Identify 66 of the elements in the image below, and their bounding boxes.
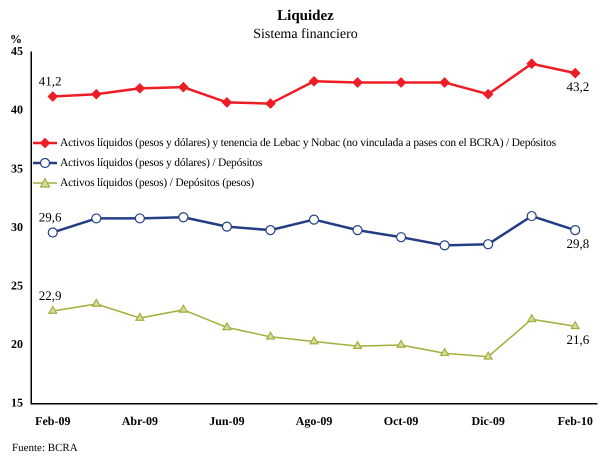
point bbox=[135, 312, 144, 321]
point bbox=[440, 348, 450, 356]
point bbox=[483, 239, 494, 250]
x-tick-label: Feb-10 bbox=[558, 414, 593, 428]
point bbox=[310, 336, 318, 344]
x-tick-label: Dic-09 bbox=[471, 414, 505, 428]
legend-label: Activos líquidos (pesos) / Depósitos (pesos) bbox=[60, 176, 254, 189]
data-label: 29,6 bbox=[38, 209, 62, 224]
y-tick-label: 45 bbox=[11, 44, 23, 58]
point bbox=[222, 222, 232, 232]
point bbox=[134, 213, 145, 224]
point bbox=[396, 340, 406, 348]
point bbox=[91, 89, 102, 100]
point bbox=[526, 58, 537, 69]
point bbox=[353, 341, 362, 350]
point bbox=[222, 97, 232, 108]
chart-subtitle: Sistema financiero bbox=[253, 27, 358, 42]
chart-title: Liquidez bbox=[276, 8, 335, 25]
y-tick-label: 40 bbox=[11, 102, 23, 117]
y-tick-label: 15 bbox=[11, 396, 23, 410]
y-tick-label: 20 bbox=[11, 337, 23, 352]
point bbox=[526, 210, 537, 222]
data-label: 43,2 bbox=[566, 79, 590, 94]
point bbox=[222, 322, 232, 330]
data-label: 21,6 bbox=[566, 332, 590, 348]
point bbox=[570, 225, 580, 236]
y-tick-label: 30 bbox=[11, 220, 23, 234]
x-tick-label: Ago-09 bbox=[296, 414, 332, 428]
y-tick-label: 35 bbox=[11, 161, 23, 176]
point bbox=[308, 214, 320, 225]
point bbox=[178, 212, 188, 222]
point bbox=[440, 77, 450, 88]
point bbox=[308, 76, 320, 86]
point bbox=[570, 321, 580, 330]
legend-label: Activos líquidos (pesos y dólares) / Depósitos bbox=[60, 156, 262, 169]
point bbox=[265, 225, 276, 236]
legend-label: Activos líquidos (pesos y dólares) y tenencia de Lebac y Nobac (no vinculada a pases con el BCRA) / Depósitos bbox=[60, 136, 556, 149]
point bbox=[48, 91, 58, 102]
point bbox=[483, 89, 494, 100]
point bbox=[396, 77, 406, 88]
point bbox=[570, 68, 580, 78]
point bbox=[440, 240, 450, 250]
point bbox=[91, 213, 102, 224]
point bbox=[48, 306, 58, 314]
point bbox=[48, 227, 58, 238]
point bbox=[265, 98, 276, 109]
point bbox=[352, 77, 363, 88]
x-tick-label: Abr-09 bbox=[122, 414, 158, 428]
point bbox=[92, 298, 101, 307]
point bbox=[527, 314, 536, 322]
source-note: Fuente: BCRA bbox=[12, 442, 78, 454]
point bbox=[396, 232, 406, 242]
y-axis-title: % bbox=[10, 32, 22, 47]
point bbox=[134, 83, 145, 94]
y-tick-label: 25 bbox=[11, 278, 23, 292]
point bbox=[178, 304, 188, 313]
point bbox=[484, 352, 493, 360]
data-label: 29,8 bbox=[566, 236, 590, 252]
data-label: 22,9 bbox=[38, 288, 62, 303]
x-tick-label: Oct-09 bbox=[384, 414, 418, 428]
x-tick-label: Jun-09 bbox=[209, 414, 245, 428]
data-label: 41,2 bbox=[38, 73, 62, 88]
point bbox=[178, 82, 188, 92]
x-tick-label: Feb-09 bbox=[35, 414, 70, 428]
point bbox=[266, 332, 275, 340]
point bbox=[352, 225, 363, 236]
